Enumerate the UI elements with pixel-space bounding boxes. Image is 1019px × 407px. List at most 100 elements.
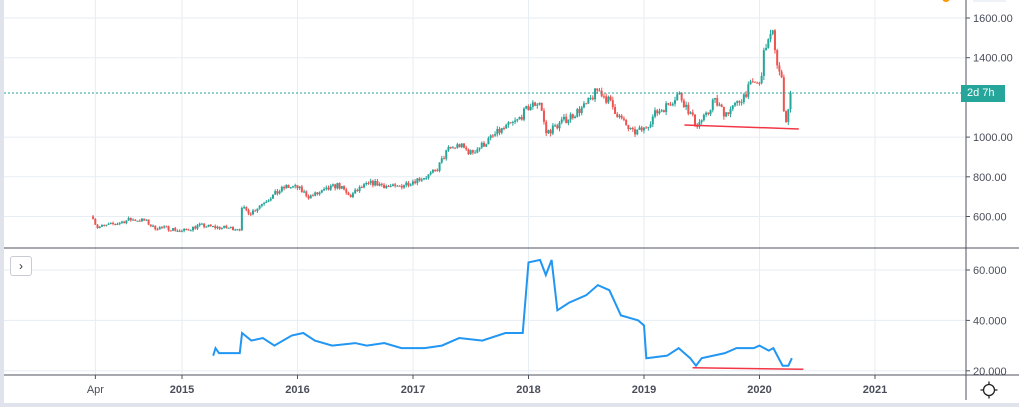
candle-body	[671, 103, 674, 106]
candle-body	[720, 104, 723, 108]
candle-body	[216, 226, 219, 229]
candle-body	[522, 108, 525, 120]
candle-body	[651, 116, 654, 125]
candle-body	[518, 116, 521, 120]
candle-body	[134, 219, 137, 221]
candle-body	[654, 110, 657, 117]
candle-body	[429, 172, 432, 175]
candle-body	[163, 226, 166, 228]
candle-body	[736, 101, 739, 104]
candle-body	[294, 185, 297, 187]
candle-body	[300, 186, 303, 192]
candle-body	[231, 226, 234, 231]
candle-body	[458, 144, 461, 148]
candle-body	[189, 230, 192, 232]
candle-body	[320, 190, 323, 193]
candle-body	[403, 185, 406, 188]
candle-body	[327, 187, 330, 190]
candle-body	[129, 217, 132, 221]
candle-body	[729, 109, 732, 114]
candle-body	[238, 229, 241, 231]
alert-dot-icon	[942, 0, 950, 2]
candle-body	[423, 178, 426, 180]
candle-body	[234, 229, 237, 231]
candle-body	[105, 224, 108, 226]
candle-body	[112, 222, 115, 224]
candle-body	[316, 192, 319, 195]
candle-body	[116, 223, 119, 225]
candle-body	[676, 94, 679, 101]
candle-body	[389, 185, 392, 187]
candle-body	[605, 96, 608, 103]
candle-body	[418, 178, 421, 181]
candle-body	[416, 178, 419, 184]
candle-body	[371, 180, 374, 186]
candle-body	[338, 183, 341, 189]
candle-body	[414, 181, 417, 184]
candle-body	[178, 230, 181, 232]
candle-body	[212, 226, 215, 228]
candle-body	[514, 120, 517, 122]
candle-body	[598, 90, 601, 92]
candle-body	[482, 142, 485, 147]
candle-body	[640, 127, 643, 131]
candle-body	[502, 128, 505, 130]
candle-body	[360, 187, 363, 189]
candle-body	[531, 102, 534, 107]
candle-body	[291, 186, 294, 188]
candle-body	[647, 127, 650, 129]
candle-body	[343, 186, 346, 190]
expand-legend-button[interactable]: ›	[10, 256, 32, 276]
candle-body	[460, 143, 463, 148]
candle-body	[203, 223, 206, 228]
candle-body	[187, 229, 190, 231]
candle-body	[771, 30, 774, 34]
candle-body	[223, 225, 226, 228]
candle-body	[158, 227, 161, 230]
candle-body	[398, 185, 401, 187]
candle-body	[207, 224, 210, 227]
top-toolbar-edge	[973, 0, 1006, 2]
candle-body	[194, 226, 197, 229]
candle-body	[687, 104, 690, 114]
candle-body	[551, 125, 554, 134]
time-tick-label: 2016	[285, 384, 309, 396]
candle-body	[609, 96, 612, 101]
candle-body	[387, 185, 390, 187]
candle-body	[132, 219, 135, 221]
candle-body	[751, 81, 754, 83]
candle-body	[525, 106, 528, 109]
candle-body	[363, 184, 366, 188]
candle-body	[160, 227, 163, 229]
candle-body	[618, 115, 621, 117]
candle-body	[693, 114, 696, 127]
candle-body	[554, 125, 557, 127]
candle-body	[536, 104, 539, 106]
candle-body	[520, 116, 523, 120]
candle-body	[785, 111, 788, 122]
candle-body	[236, 229, 239, 231]
candle-body	[496, 128, 499, 135]
time-tick-label: 2018	[516, 384, 540, 396]
candle-body	[243, 207, 246, 209]
candle-body	[560, 119, 563, 123]
candle-body	[476, 149, 479, 153]
candle-body	[562, 116, 565, 120]
time-tick-label: 2021	[863, 384, 887, 396]
candle-body	[156, 229, 159, 231]
candle-body	[140, 218, 143, 222]
candle-body	[780, 71, 783, 78]
candle-body	[718, 104, 721, 106]
candle-body	[427, 174, 430, 178]
candle-body	[296, 185, 299, 189]
settings-gear-icon[interactable]	[979, 380, 999, 400]
candle-body	[507, 122, 510, 125]
time-tick-label: Apr	[87, 384, 104, 396]
candle-body	[367, 183, 370, 185]
candle-body	[149, 224, 152, 227]
candle-body	[107, 223, 110, 225]
candle-body	[491, 135, 494, 137]
candle-body	[263, 202, 266, 204]
candle-body	[220, 227, 223, 229]
